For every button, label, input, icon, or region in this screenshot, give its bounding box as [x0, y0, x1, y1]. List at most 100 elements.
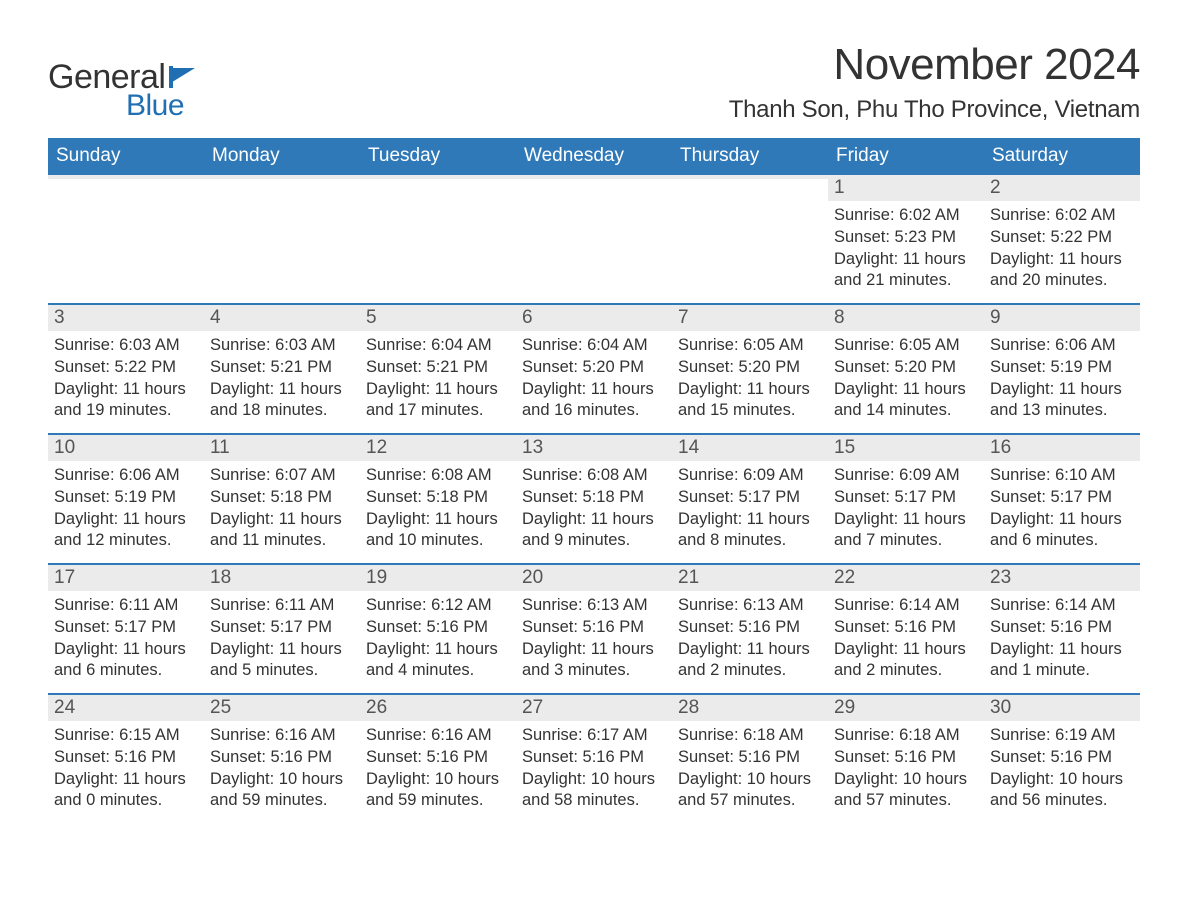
- sunrise-text: Sunrise: 6:04 AM: [366, 335, 510, 357]
- day-number-bar: 27: [516, 695, 672, 721]
- day-cell: 13Sunrise: 6:08 AMSunset: 5:18 PMDayligh…: [516, 435, 672, 563]
- daylight-text: Daylight: 11 hours and 0 minutes.: [54, 769, 198, 813]
- sunrise-text: Sunrise: 6:15 AM: [54, 725, 198, 747]
- sunset-text: Sunset: 5:17 PM: [678, 487, 822, 509]
- day-cell: 1Sunrise: 6:02 AMSunset: 5:23 PMDaylight…: [828, 175, 984, 303]
- day-number-bar: 23: [984, 565, 1140, 591]
- calendar-page: General Blue November 2024 Thanh Son, Ph…: [0, 0, 1188, 863]
- sunrise-text: Sunrise: 6:17 AM: [522, 725, 666, 747]
- daylight-text: Daylight: 10 hours and 57 minutes.: [834, 769, 978, 813]
- day-number-bar: 29: [828, 695, 984, 721]
- sunset-text: Sunset: 5:22 PM: [990, 227, 1134, 249]
- daylight-text: Daylight: 11 hours and 21 minutes.: [834, 249, 978, 293]
- sunrise-text: Sunrise: 6:08 AM: [366, 465, 510, 487]
- day-number-bar: [516, 175, 672, 179]
- day-number: 7: [678, 307, 689, 328]
- day-cell: 12Sunrise: 6:08 AMSunset: 5:18 PMDayligh…: [360, 435, 516, 563]
- sunset-text: Sunset: 5:16 PM: [54, 747, 198, 769]
- day-cell: 10Sunrise: 6:06 AMSunset: 5:19 PMDayligh…: [48, 435, 204, 563]
- sunrise-text: Sunrise: 6:09 AM: [834, 465, 978, 487]
- day-body: Sunrise: 6:17 AMSunset: 5:16 PMDaylight:…: [516, 721, 672, 816]
- sunset-text: Sunset: 5:16 PM: [522, 747, 666, 769]
- daylight-text: Daylight: 10 hours and 59 minutes.: [366, 769, 510, 813]
- day-number: 12: [366, 437, 387, 458]
- day-cell: 5Sunrise: 6:04 AMSunset: 5:21 PMDaylight…: [360, 305, 516, 433]
- sunset-text: Sunset: 5:21 PM: [210, 357, 354, 379]
- weeks-container: 1Sunrise: 6:02 AMSunset: 5:23 PMDaylight…: [48, 173, 1140, 823]
- day-number: 24: [54, 697, 75, 718]
- daylight-text: Daylight: 11 hours and 2 minutes.: [678, 639, 822, 683]
- day-number-bar: 15: [828, 435, 984, 461]
- day-body: Sunrise: 6:03 AMSunset: 5:21 PMDaylight:…: [204, 331, 360, 426]
- day-body: Sunrise: 6:05 AMSunset: 5:20 PMDaylight:…: [828, 331, 984, 426]
- daylight-text: Daylight: 11 hours and 17 minutes.: [366, 379, 510, 423]
- daylight-text: Daylight: 11 hours and 8 minutes.: [678, 509, 822, 553]
- day-number-bar: 1: [828, 175, 984, 201]
- sunset-text: Sunset: 5:16 PM: [522, 617, 666, 639]
- sunrise-text: Sunrise: 6:18 AM: [834, 725, 978, 747]
- day-number: 6: [522, 307, 533, 328]
- day-cell: [48, 175, 204, 303]
- day-number-bar: 22: [828, 565, 984, 591]
- logo-text-blue: Blue: [126, 89, 184, 123]
- sunset-text: Sunset: 5:16 PM: [678, 617, 822, 639]
- sunrise-text: Sunrise: 6:19 AM: [990, 725, 1134, 747]
- sunset-text: Sunset: 5:20 PM: [834, 357, 978, 379]
- day-number: 8: [834, 307, 845, 328]
- sunset-text: Sunset: 5:18 PM: [522, 487, 666, 509]
- day-cell: 27Sunrise: 6:17 AMSunset: 5:16 PMDayligh…: [516, 695, 672, 823]
- sunrise-text: Sunrise: 6:13 AM: [522, 595, 666, 617]
- day-number-bar: 7: [672, 305, 828, 331]
- sunrise-text: Sunrise: 6:02 AM: [990, 205, 1134, 227]
- day-number: 3: [54, 307, 65, 328]
- daylight-text: Daylight: 11 hours and 18 minutes.: [210, 379, 354, 423]
- title-block: November 2024 Thanh Son, Phu Tho Provinc…: [729, 40, 1140, 124]
- sunset-text: Sunset: 5:16 PM: [366, 617, 510, 639]
- month-title: November 2024: [729, 40, 1140, 90]
- daylight-text: Daylight: 11 hours and 9 minutes.: [522, 509, 666, 553]
- day-body: Sunrise: 6:11 AMSunset: 5:17 PMDaylight:…: [48, 591, 204, 686]
- day-body: Sunrise: 6:09 AMSunset: 5:17 PMDaylight:…: [672, 461, 828, 556]
- day-number-bar: [672, 175, 828, 179]
- daylight-text: Daylight: 11 hours and 12 minutes.: [54, 509, 198, 553]
- week-row: 10Sunrise: 6:06 AMSunset: 5:19 PMDayligh…: [48, 433, 1140, 563]
- day-body: Sunrise: 6:05 AMSunset: 5:20 PMDaylight:…: [672, 331, 828, 426]
- weekday-header: Friday: [828, 140, 984, 173]
- day-cell: 6Sunrise: 6:04 AMSunset: 5:20 PMDaylight…: [516, 305, 672, 433]
- sunset-text: Sunset: 5:20 PM: [522, 357, 666, 379]
- daylight-text: Daylight: 11 hours and 3 minutes.: [522, 639, 666, 683]
- sunset-text: Sunset: 5:17 PM: [834, 487, 978, 509]
- sunset-text: Sunset: 5:16 PM: [990, 747, 1134, 769]
- sunset-text: Sunset: 5:16 PM: [678, 747, 822, 769]
- week-row: 17Sunrise: 6:11 AMSunset: 5:17 PMDayligh…: [48, 563, 1140, 693]
- day-cell: [204, 175, 360, 303]
- sunset-text: Sunset: 5:16 PM: [210, 747, 354, 769]
- location-text: Thanh Son, Phu Tho Province, Vietnam: [729, 96, 1140, 124]
- daylight-text: Daylight: 11 hours and 1 minute.: [990, 639, 1134, 683]
- daylight-text: Daylight: 11 hours and 19 minutes.: [54, 379, 198, 423]
- day-number-bar: 24: [48, 695, 204, 721]
- day-body: Sunrise: 6:02 AMSunset: 5:23 PMDaylight:…: [828, 201, 984, 296]
- day-number: 2: [990, 177, 1001, 198]
- day-cell: 30 Sunrise: 6:19 AMSunset: 5:16 PMDayligh…: [984, 695, 1140, 823]
- daylight-text: Daylight: 11 hours and 20 minutes.: [990, 249, 1134, 293]
- sunset-text: Sunset: 5:16 PM: [834, 747, 978, 769]
- sunrise-text: Sunrise: 6:03 AM: [210, 335, 354, 357]
- daylight-text: Daylight: 11 hours and 2 minutes.: [834, 639, 978, 683]
- day-number-bar: 26: [360, 695, 516, 721]
- sunset-text: Sunset: 5:19 PM: [54, 487, 198, 509]
- daylight-text: Daylight: 11 hours and 5 minutes.: [210, 639, 354, 683]
- sunrise-text: Sunrise: 6:12 AM: [366, 595, 510, 617]
- day-number: 30: [990, 697, 1011, 718]
- day-body: Sunrise: 6:03 AMSunset: 5:22 PMDaylight:…: [48, 331, 204, 426]
- day-body: Sunrise: 6:12 AMSunset: 5:16 PMDaylight:…: [360, 591, 516, 686]
- day-number-bar: 18: [204, 565, 360, 591]
- day-body: Sunrise: 6:19 AMSunset: 5:16 PMDaylight:…: [984, 721, 1140, 816]
- day-number-bar: 21: [672, 565, 828, 591]
- week-row: 1Sunrise: 6:02 AMSunset: 5:23 PMDaylight…: [48, 173, 1140, 303]
- day-body: Sunrise: 6:14 AMSunset: 5:16 PMDaylight:…: [984, 591, 1140, 686]
- day-body: Sunrise: 6:13 AMSunset: 5:16 PMDaylight:…: [516, 591, 672, 686]
- daylight-text: Daylight: 10 hours and 56 minutes.: [990, 769, 1134, 813]
- sunset-text: Sunset: 5:18 PM: [366, 487, 510, 509]
- sunrise-text: Sunrise: 6:06 AM: [990, 335, 1134, 357]
